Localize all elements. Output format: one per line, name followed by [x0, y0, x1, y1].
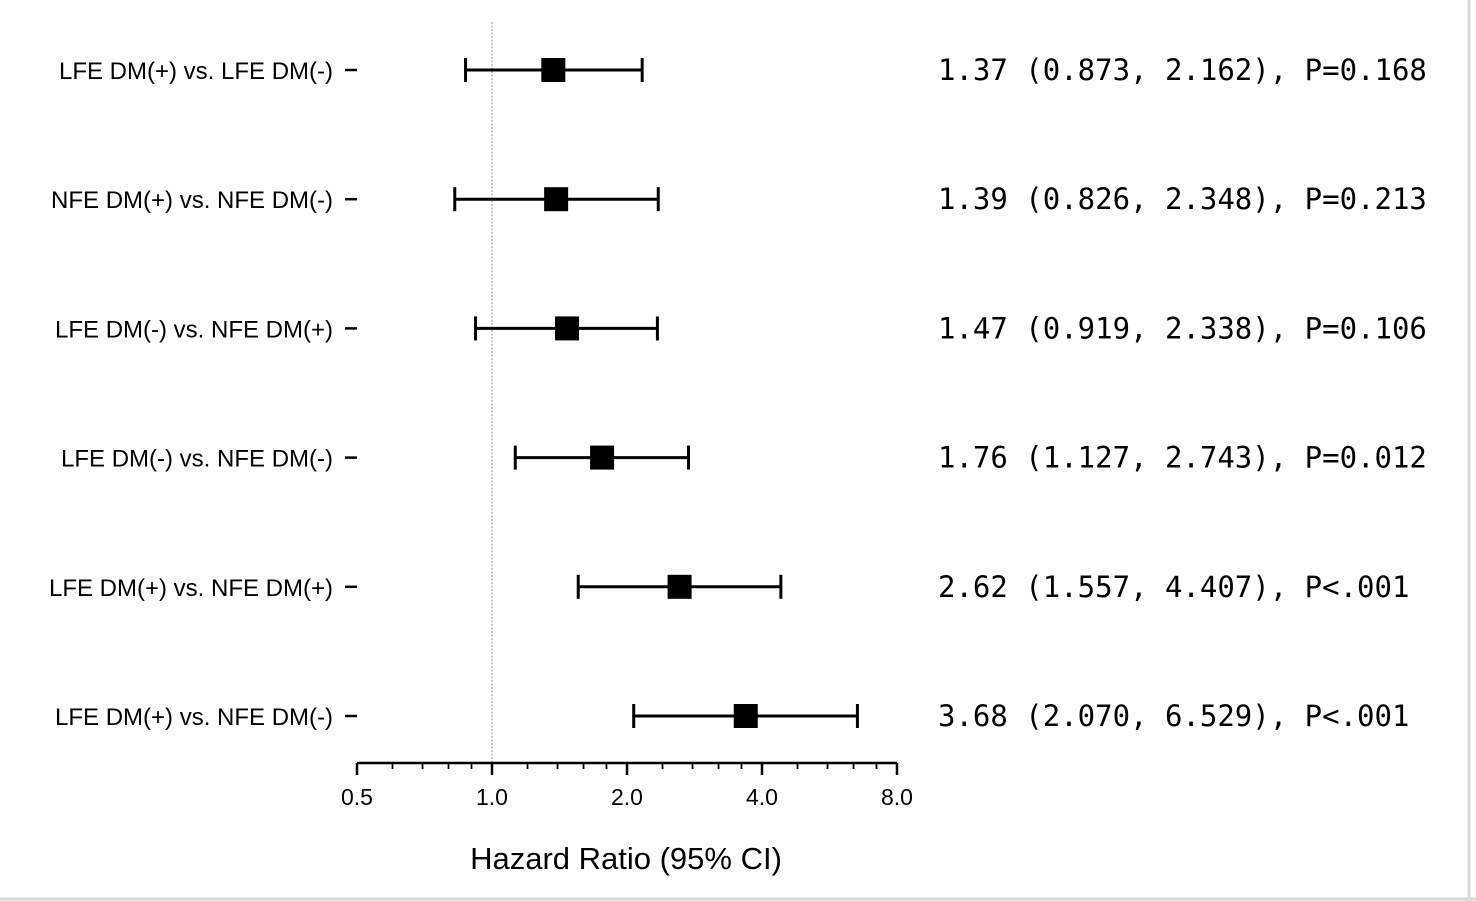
x-tick-label: 0.5	[341, 784, 373, 810]
forest-row: NFE DM(+) vs. NFE DM(-) 1.39 (0.826, 2.34…	[51, 182, 1427, 216]
x-tick-label: 1.0	[476, 784, 508, 810]
row-label: NFE DM(+) vs. NFE DM(-)	[51, 187, 333, 214]
forest-row: LFE DM(-) vs. NFE DM(+) 1.47 (0.919, 2.33…	[55, 311, 1427, 345]
row-statistics: 2.62 (1.557, 4.407), P<.001	[938, 570, 1409, 604]
row-statistics: 1.76 (1.127, 2.743), P=0.012	[938, 441, 1427, 475]
row-statistics: 1.37 (0.873, 2.162), P=0.168	[938, 53, 1427, 87]
hazard-ratio-marker	[555, 316, 580, 341]
row-label: LFE DM(-) vs. NFE DM(+)	[55, 316, 333, 343]
x-axis-title: Hazard Ratio (95% CI)	[470, 841, 782, 876]
row-label: LFE DM(+) vs. LFE DM(-)	[59, 58, 333, 85]
row-statistics: 1.39 (0.826, 2.348), P=0.213	[938, 182, 1427, 216]
hazard-ratio-marker	[733, 704, 758, 728]
row-label: LFE DM(-) vs. NFE DM(-)	[61, 446, 333, 473]
hazard-ratio-marker	[667, 574, 692, 599]
forest-rows: LFE DM(+) vs. LFE DM(-) 1.37 (0.873, 2.16…	[49, 53, 1427, 733]
forest-row: LFE DM(+) vs. NFE DM(-) 3.68 (2.070, 6.52…	[55, 699, 1409, 733]
x-tick-label: 4.0	[746, 784, 778, 810]
x-tick-label: 8.0	[881, 784, 913, 810]
forest-row: LFE DM(+) vs. LFE DM(-) 1.37 (0.873, 2.16…	[59, 53, 1427, 87]
x-tick-label: 2.0	[611, 784, 643, 810]
row-label: LFE DM(+) vs. NFE DM(+)	[49, 575, 333, 602]
forest-row: LFE DM(-) vs. NFE DM(-) 1.76 (1.127, 2.74…	[61, 441, 1427, 475]
row-label: LFE DM(+) vs. NFE DM(-)	[55, 704, 333, 731]
x-axis: 0.5 1.0 2.0 4.0 8.0	[341, 761, 913, 810]
row-statistics: 1.47 (0.919, 2.338), P=0.106	[938, 311, 1427, 345]
row-statistics: 3.68 (2.070, 6.529), P<.001	[938, 699, 1409, 733]
hazard-ratio-marker	[590, 445, 615, 470]
hazard-ratio-marker	[544, 187, 569, 212]
hazard-ratio-marker	[541, 58, 566, 82]
forest-row: LFE DM(+) vs. NFE DM(+) 2.62 (1.557, 4.40…	[49, 570, 1409, 604]
